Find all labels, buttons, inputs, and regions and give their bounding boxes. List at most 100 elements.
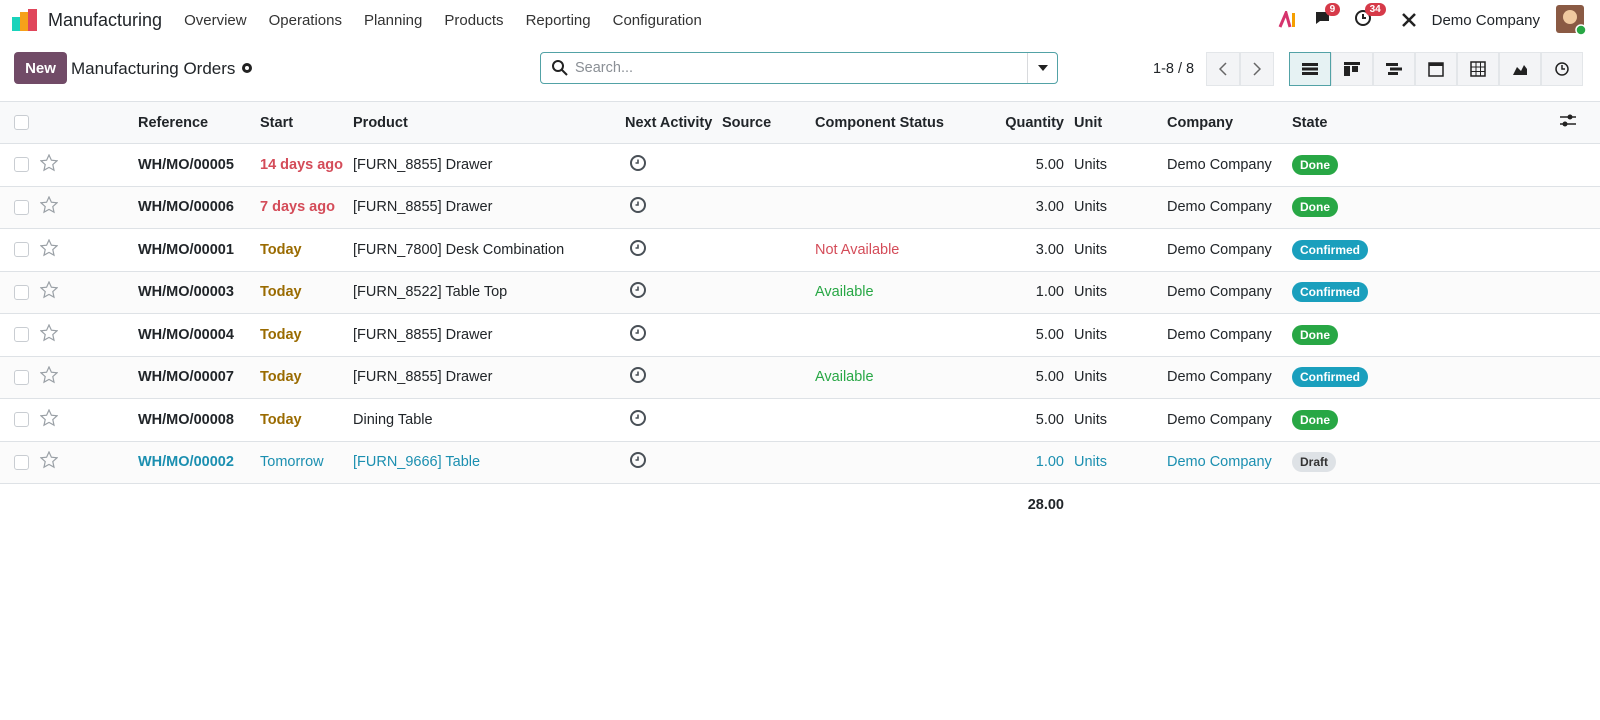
- next-button[interactable]: [1240, 52, 1274, 86]
- column-header[interactable]: Reference: [138, 114, 209, 131]
- next-activity[interactable]: [625, 451, 722, 473]
- caret: [1037, 65, 1048, 71]
- activity-clock[interactable]: [629, 281, 647, 299]
- graph-view[interactable]: [1499, 52, 1541, 86]
- start-date: Today: [260, 326, 302, 343]
- list-view[interactable]: [1289, 52, 1331, 86]
- next-activity[interactable]: [625, 239, 722, 261]
- menu-item[interactable]: Reporting: [525, 11, 591, 29]
- activity-clock[interactable]: [629, 409, 647, 427]
- table-row[interactable]: WH/MO/00006 7 days ago [FURN_8855] Drawer 3…: [0, 186, 1600, 229]
- activity-clock[interactable]: [629, 239, 647, 257]
- state-cell: Confirmed: [1292, 282, 1560, 303]
- table-row[interactable]: WH/MO/00002 Tomorrow [FURN_9666] Table 1.00…: [0, 441, 1600, 484]
- checkbox[interactable]: [14, 284, 29, 300]
- company-switch[interactable]: Demo Company: [1431, 11, 1540, 29]
- favorite-cell: [39, 365, 138, 388]
- checkbox[interactable]: [14, 199, 29, 215]
- star-icon[interactable]: [39, 408, 59, 427]
- checkbox[interactable]: [14, 242, 29, 258]
- company: Demo Company: [1167, 284, 1272, 301]
- menu-item[interactable]: Planning: [363, 11, 423, 29]
- star-icon[interactable]: [39, 238, 59, 257]
- star-icon[interactable]: [39, 195, 59, 214]
- menu-item[interactable]: Products: [444, 11, 504, 29]
- activity-clock[interactable]: [629, 366, 647, 384]
- activity-clock[interactable]: [629, 324, 647, 342]
- gear-icon[interactable]: [240, 61, 254, 75]
- pivot-icon: [1470, 61, 1486, 77]
- new-button[interactable]: New: [14, 52, 67, 84]
- table-row[interactable]: WH/MO/00007 Today [FURN_8855] Drawer Availa…: [0, 356, 1600, 399]
- kanban-view[interactable]: [1331, 52, 1373, 86]
- next-activity[interactable]: [625, 409, 722, 431]
- menu-item[interactable]: Overview: [184, 11, 247, 29]
- column-header[interactable]: Source: [722, 114, 772, 131]
- settings-icon: [1560, 114, 1576, 126]
- activity-view[interactable]: [1541, 52, 1583, 86]
- column-header[interactable]: Unit: [1074, 114, 1103, 131]
- table-row[interactable]: WH/MO/00001 Today [FURN_7800] Desk Combina…: [0, 229, 1600, 272]
- star-icon[interactable]: [39, 280, 59, 299]
- activities-badge: 34: [1364, 3, 1386, 16]
- column-header[interactable]: Company: [1167, 114, 1234, 131]
- checkbox[interactable]: [14, 454, 29, 470]
- pivot-view[interactable]: [1457, 52, 1499, 86]
- favorite-cell: [39, 323, 138, 346]
- app-name[interactable]: Manufacturing: [48, 9, 163, 30]
- state-cell: Confirmed: [1292, 239, 1560, 260]
- checkbox[interactable]: [14, 157, 29, 173]
- next-activity[interactable]: [625, 196, 722, 218]
- activity-clock[interactable]: [629, 196, 647, 214]
- search-bar[interactable]: Search...: [540, 52, 1058, 84]
- start-date: 14 days ago: [260, 156, 344, 173]
- select-cell: [0, 369, 40, 385]
- table-row[interactable]: WH/MO/00003 Today [FURN_8522] Table Top Ava…: [0, 271, 1600, 314]
- column-header[interactable]: Quantity: [1005, 114, 1064, 131]
- next-activity[interactable]: [625, 154, 722, 176]
- table-row[interactable]: WH/MO/00005 14 days ago [FURN_8855] Drawer…: [0, 144, 1600, 187]
- state-cell: Confirmed: [1292, 367, 1560, 388]
- checkbox[interactable]: [14, 327, 29, 343]
- state-badge: Done: [1292, 154, 1338, 175]
- column-header[interactable]: Start: [260, 114, 294, 131]
- favorite-cell: [39, 450, 138, 473]
- table-row[interactable]: WH/MO/00008 Today Dining Table 5.00 Units Dem…: [0, 399, 1600, 442]
- calendar-view[interactable]: [1415, 52, 1457, 86]
- activity-icon: [1555, 62, 1569, 76]
- next-activity[interactable]: [625, 324, 722, 346]
- ai-icon[interactable]: [1278, 11, 1298, 29]
- menu-item[interactable]: Configuration: [612, 11, 702, 29]
- table-row[interactable]: WH/MO/00004 Today [FURN_8855] Drawer 5.00 Un…: [0, 314, 1600, 357]
- optional-columns[interactable]: [1560, 114, 1600, 132]
- column-header[interactable]: Next Activity: [625, 114, 713, 131]
- company: Demo Company: [1167, 241, 1272, 258]
- quantity: 5.00: [1035, 326, 1064, 343]
- tools-icon[interactable]: [1400, 11, 1418, 29]
- prev-button[interactable]: [1206, 52, 1240, 86]
- avatar[interactable]: [1556, 5, 1586, 35]
- app-icon: [12, 9, 37, 31]
- checkbox[interactable]: [14, 115, 29, 130]
- activities[interactable]: 34: [1354, 3, 1386, 31]
- next-activity[interactable]: [625, 366, 722, 388]
- checkbox[interactable]: [14, 369, 29, 385]
- gantt-view[interactable]: [1373, 52, 1415, 86]
- navbar: Manufacturing Overview Operations Planning…: [0, 0, 1600, 40]
- star-icon[interactable]: [39, 323, 59, 342]
- column-header[interactable]: Product: [353, 114, 408, 131]
- unit: Units: [1074, 411, 1108, 428]
- menus: Overview Operations Planning Products Report…: [184, 12, 724, 29]
- activity-clock[interactable]: [629, 451, 647, 469]
- star-icon[interactable]: [39, 153, 59, 172]
- column-header[interactable]: State: [1292, 114, 1328, 131]
- activity-clock[interactable]: [629, 154, 647, 172]
- messages[interactable]: 9: [1314, 3, 1341, 31]
- star-icon[interactable]: [39, 365, 59, 384]
- checkbox[interactable]: [14, 412, 29, 428]
- column-header[interactable]: Component Status: [815, 114, 944, 131]
- next-activity[interactable]: [625, 281, 722, 303]
- search-toggle[interactable]: [1027, 53, 1057, 83]
- menu-item[interactable]: Operations: [268, 11, 342, 29]
- star-icon[interactable]: [39, 450, 59, 469]
